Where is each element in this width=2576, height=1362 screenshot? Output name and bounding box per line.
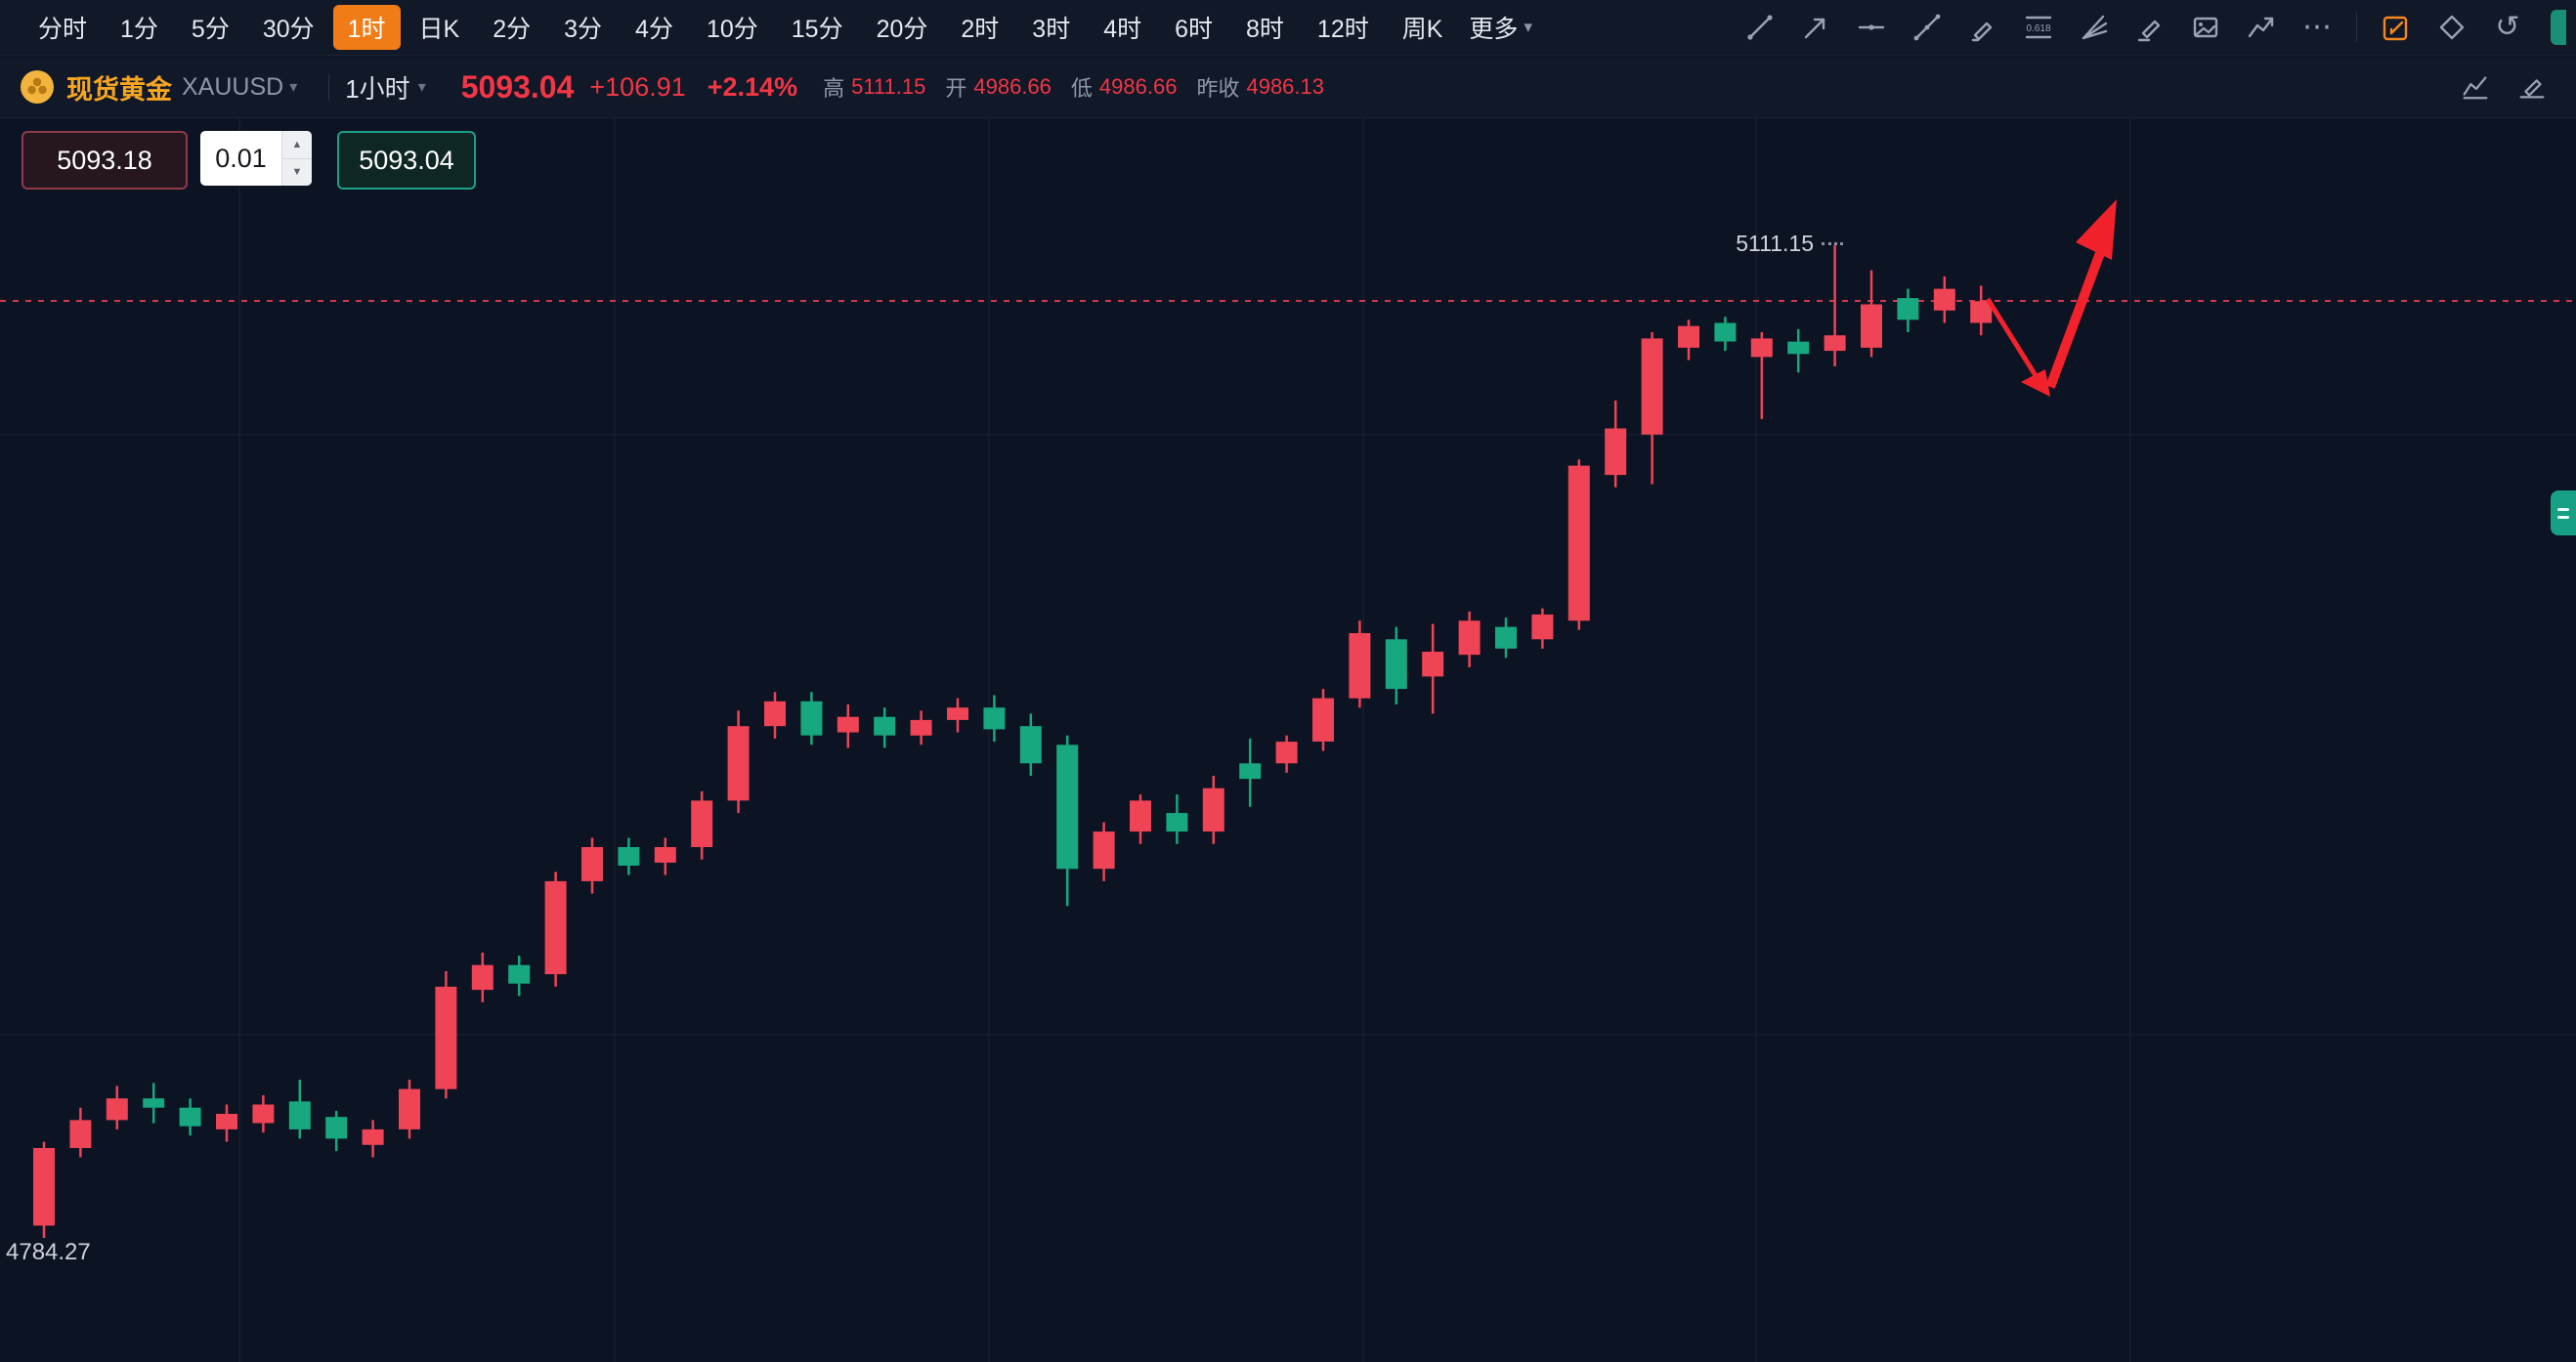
- more-label: 更多: [1469, 16, 1519, 43]
- timeframe-10分[interactable]: 10分: [706, 16, 758, 43]
- horizontal-line-icon[interactable]: [1855, 11, 1888, 44]
- low-price-label: 4784.27: [6, 1239, 91, 1265]
- stat-昨收: 昨收 4986.13: [1196, 74, 1324, 101]
- symbol-code[interactable]: XAUUSD: [182, 72, 284, 101]
- chart-compare-icon[interactable]: [2459, 70, 2492, 104]
- timeframe-2分[interactable]: 2分: [493, 16, 532, 43]
- timeframe-toolbar: 分时 1分 5分 30分 1时 日K 2分 3分 4分 10分 15分 20分 2时 3时 4时 6时 8时 12…: [0, 0, 2576, 56]
- timeframe-1时[interactable]: 1时: [332, 5, 401, 50]
- timeframe-15分[interactable]: 15分: [791, 16, 843, 43]
- timeframe-12时[interactable]: 12时: [1316, 16, 1369, 43]
- arrow-line-icon[interactable]: [1799, 11, 1832, 44]
- chart-style-buttons: [2459, 70, 2576, 104]
- quantity-stepper[interactable]: 0.01 ▲ ▼: [200, 131, 312, 186]
- interval-caret-icon[interactable]: ▾: [417, 79, 426, 96]
- undo-icon[interactable]: ↺: [2491, 11, 2524, 44]
- timeframe-8时[interactable]: 8时: [1246, 16, 1284, 43]
- chart-edit-icon[interactable]: [2515, 70, 2549, 104]
- undo-glyph: ↺: [2495, 11, 2520, 43]
- svg-text:0.618: 0.618: [2026, 23, 2050, 34]
- timeframe-1分[interactable]: 1分: [120, 16, 158, 43]
- symbol-caret-icon[interactable]: ▾: [289, 79, 298, 96]
- crayon-icon[interactable]: [1966, 11, 1999, 44]
- symbol-divider: [328, 73, 330, 101]
- high-price-label: 5111.15: [1612, 231, 1843, 257]
- sell-price-button[interactable]: 5093.18: [21, 131, 188, 190]
- ellipsis-icon: ⋯: [2302, 11, 2332, 43]
- high-price-leader-dots: [1822, 242, 1843, 245]
- toolbar-divider: [2356, 13, 2357, 42]
- price-change: +106.91: [589, 71, 686, 102]
- drawing-toolbar: 0.618 ⋯ ↺: [1743, 10, 2576, 45]
- timeframe-20分[interactable]: 20分: [876, 16, 928, 43]
- stat-高: 高 5111.15: [823, 74, 926, 101]
- stat-开: 开 4986.66: [945, 74, 1052, 101]
- highlighter-icon[interactable]: [2133, 11, 2167, 44]
- buy-price-button[interactable]: 5093.04: [337, 131, 476, 190]
- timeframe-2时[interactable]: 2时: [961, 16, 1000, 43]
- gold-coin-icon: [21, 70, 54, 104]
- timeframe-日K[interactable]: 日K: [418, 16, 460, 43]
- current-price-line[interactable]: [0, 300, 2576, 302]
- chevron-down-icon: ▾: [1524, 18, 1532, 36]
- symbol-bar: 现货黄金 XAUUSD ▾ 1小时 ▾ 5093.04 +106.91 +2.1…: [0, 57, 2576, 118]
- gann-fan-icon[interactable]: [2078, 11, 2111, 44]
- timeframe-list: 分时 1分 5分 30分 1时 日K 2分 3分 4分 10分 15分 20分 2时 3时 4时 6时 8时 12…: [21, 5, 1459, 50]
- quantity-spinner: ▲ ▼: [281, 131, 312, 186]
- trend-line-icon[interactable]: [1743, 11, 1777, 44]
- price-change-percent: +2.14%: [707, 71, 798, 102]
- timeframe-4时[interactable]: 4时: [1103, 16, 1142, 43]
- timeframe-5分[interactable]: 5分: [191, 16, 230, 43]
- timeframe-30分[interactable]: 30分: [262, 16, 315, 43]
- more-timeframes-button[interactable]: 更多 ▾: [1459, 5, 1542, 50]
- ray-points-icon[interactable]: [1911, 11, 1944, 44]
- interval-selector[interactable]: 1小时: [345, 73, 410, 104]
- timeframe-分时[interactable]: 分时: [38, 16, 88, 43]
- quantity-decrease-button[interactable]: ▼: [291, 166, 303, 179]
- edit-icon[interactable]: [2380, 11, 2413, 44]
- zigzag-arrow-icon[interactable]: [2245, 11, 2278, 44]
- high-price-value: 5111.15: [1736, 231, 1814, 256]
- last-price: 5093.04: [460, 68, 575, 105]
- floating-panel-toggle[interactable]: [2551, 490, 2576, 535]
- symbol-name[interactable]: 现货黄金: [66, 74, 172, 105]
- quantity-increase-button[interactable]: ▲: [282, 131, 312, 159]
- timeframe-周K[interactable]: 周K: [1401, 16, 1443, 43]
- image-icon[interactable]: [2189, 11, 2222, 44]
- fib-retracement-icon[interactable]: 0.618: [2022, 11, 2055, 44]
- timeframe-3时[interactable]: 3时: [1032, 16, 1071, 43]
- more-tools-icon[interactable]: ⋯: [2300, 11, 2334, 44]
- quantity-value[interactable]: 0.01: [215, 143, 267, 173]
- eraser-diamond-icon[interactable]: [2435, 11, 2469, 44]
- timeframe-6时[interactable]: 6时: [1175, 16, 1214, 43]
- timeframe-3分[interactable]: 3分: [564, 16, 603, 43]
- stat-低: 低 4986.66: [1070, 74, 1178, 101]
- partial-toolbar-icon[interactable]: [2551, 10, 2566, 45]
- stats-list: 高 5111.15 开 4986.66 低 4986.66 昨收 4986.13: [823, 71, 1324, 103]
- timeframe-4分[interactable]: 4分: [635, 16, 673, 43]
